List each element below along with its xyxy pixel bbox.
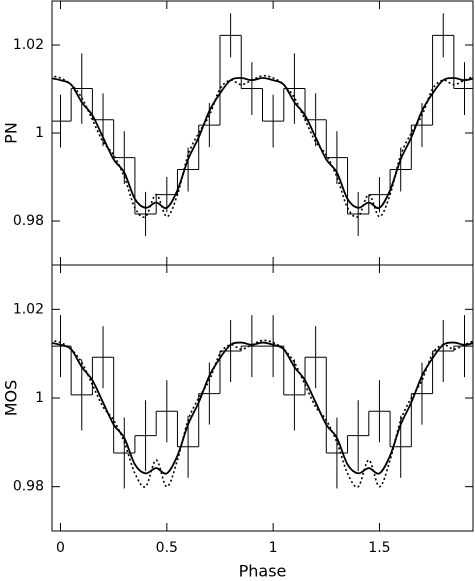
plot-frame bbox=[51, 264, 474, 532]
x-tick-label: 0.5 bbox=[156, 540, 178, 556]
plot-area bbox=[52, 315, 473, 489]
x-axis-label: Phase bbox=[239, 562, 287, 581]
plot-frame bbox=[51, 0, 474, 266]
y-tick-label: 0.98 bbox=[13, 213, 44, 229]
y-tick-label: 1.02 bbox=[13, 37, 44, 53]
y-tick-label: 1.02 bbox=[13, 301, 44, 317]
plot-area bbox=[52, 13, 473, 236]
y-axis-label: PN bbox=[2, 122, 21, 144]
model-curve-dotted bbox=[52, 74, 473, 218]
x-tick-label: 0 bbox=[56, 540, 65, 556]
x-tick-label: 1.5 bbox=[368, 540, 390, 556]
y-tick-label: 1 bbox=[35, 390, 44, 406]
y-tick-label: 0.98 bbox=[13, 479, 44, 495]
y-tick-label: 1 bbox=[35, 125, 44, 141]
x-tick-label: 1 bbox=[269, 540, 278, 556]
y-axis-label: MOS bbox=[2, 380, 21, 417]
